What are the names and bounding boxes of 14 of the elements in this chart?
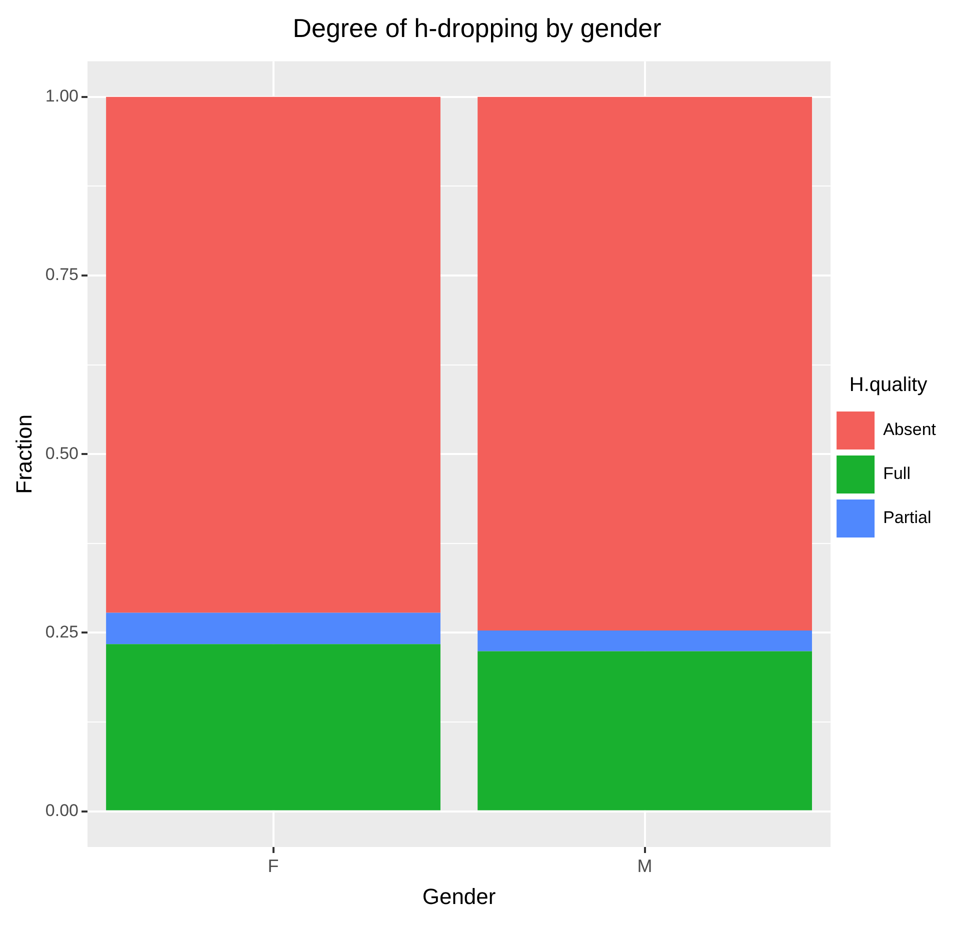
y-axis-title: Fraction	[11, 414, 36, 494]
chart-title: Degree of h-dropping by gender	[292, 12, 662, 43]
x-tick-label: M	[637, 856, 652, 876]
y-tick-label: 0.25	[45, 622, 78, 642]
legend-label: Absent	[883, 420, 936, 440]
y-tick-label: 0.00	[45, 800, 78, 820]
x-tick-label: F	[268, 856, 279, 876]
legend-label: Full	[883, 464, 910, 484]
x-axis-title: Gender	[422, 884, 496, 909]
legend-title: H.quality	[849, 374, 928, 396]
y-tick-label: 0.75	[45, 265, 78, 284]
legend-label: Partial	[883, 508, 932, 528]
y-tick-label: 1.00	[45, 86, 78, 106]
y-tick-label: 0.50	[45, 444, 78, 463]
